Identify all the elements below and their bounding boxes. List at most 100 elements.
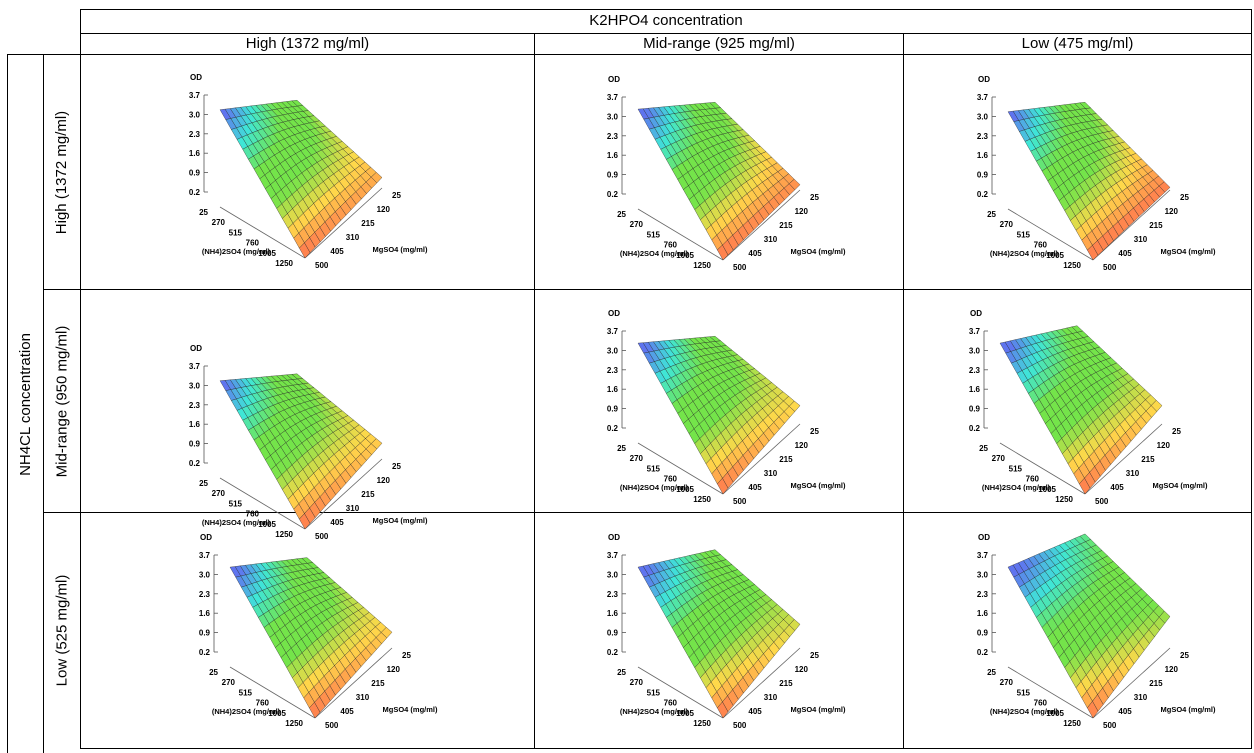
table-bottom-border <box>80 748 1252 749</box>
x-axis-line <box>637 442 724 495</box>
y-tick-label: 310 <box>356 693 370 702</box>
x-tick-label: 270 <box>630 454 644 463</box>
z-axis-title: OD <box>978 75 990 84</box>
y-axis-title: MgSO4 (mg/ml) <box>1160 247 1216 256</box>
x-axis-line <box>229 666 316 719</box>
z-tick-label: 0.9 <box>977 171 989 180</box>
y-tick-label: 405 <box>1118 707 1132 716</box>
x-axis-title: (NH4)2SO4 (mg/ml) <box>990 249 1059 258</box>
y-tick-label: 310 <box>764 235 778 244</box>
table-right-border <box>1251 9 1252 749</box>
surface-mesh <box>219 100 383 259</box>
x-tick-label: 515 <box>647 688 661 697</box>
x-tick-label: 1250 <box>285 719 303 728</box>
z-tick-label: 3.7 <box>189 91 201 100</box>
y-tick-label: 215 <box>1141 455 1155 464</box>
x-tick-label: 1005 <box>1046 251 1064 260</box>
x-tick-label: 760 <box>664 475 678 484</box>
z-tick-label: 0.9 <box>969 405 981 414</box>
z-tick-label: 2.3 <box>189 401 201 410</box>
x-axis-line <box>219 477 306 530</box>
z-tick-label: 2.3 <box>607 590 619 599</box>
z-tick-label: 2.3 <box>607 132 619 141</box>
y-axis-title: MgSO4 (mg/ml) <box>372 516 428 525</box>
x-axis-title: (NH4)2SO4 (mg/ml) <box>202 247 271 256</box>
table-header-bottom-border <box>7 54 1252 55</box>
z-tick-label: 3.0 <box>607 346 619 355</box>
x-tick-label: 25 <box>979 444 988 453</box>
z-tick-label: 3.7 <box>969 327 981 336</box>
column-header-high: High (1372 mg/ml) <box>245 35 370 52</box>
surface-mesh <box>637 336 801 495</box>
y-axis-title: MgSO4 (mg/ml) <box>1152 481 1208 490</box>
z-tick-label: 0.9 <box>199 629 211 638</box>
row-group-header: NH4CL concentration <box>8 55 43 753</box>
z-tick-label: 3.7 <box>977 551 989 560</box>
surface-cell <box>1158 610 1171 624</box>
surface-plot: 3.7 3.0 2.3 1.6 0.9 0.2 OD 25 270 515 760 1005 1250 5… <box>568 522 868 730</box>
z-tick-label: 3.7 <box>189 362 201 371</box>
y-axis-line <box>304 458 383 530</box>
y-tick-label: 310 <box>1126 469 1140 478</box>
y-tick-label: 25 <box>810 651 819 660</box>
y-tick-label: 120 <box>795 665 809 674</box>
y-axis-title: MgSO4 (mg/ml) <box>790 247 846 256</box>
y-tick-label: 405 <box>748 707 762 716</box>
z-tick-label: 3.7 <box>607 327 619 336</box>
z-tick-label: 1.6 <box>607 151 619 160</box>
y-axis-line <box>722 647 801 719</box>
z-tick-label: 1.6 <box>189 420 201 429</box>
y-tick-label: 500 <box>733 263 747 272</box>
y-tick-label: 215 <box>371 679 385 688</box>
y-tick-label: 500 <box>1103 721 1117 730</box>
x-axis-line <box>219 206 306 259</box>
surface-cell <box>1150 400 1163 412</box>
y-tick-label: 120 <box>1165 665 1179 674</box>
surface-mesh <box>1007 102 1171 261</box>
y-tick-label: 500 <box>325 721 339 730</box>
z-tick-label: 0.2 <box>199 648 211 657</box>
x-tick-label: 760 <box>1034 241 1048 250</box>
y-tick-label: 310 <box>1134 235 1148 244</box>
x-tick-label: 270 <box>1000 220 1014 229</box>
x-axis-title: (NH4)2SO4 (mg/ml) <box>620 483 689 492</box>
y-tick-label: 215 <box>779 455 793 464</box>
row-header-divider <box>80 9 81 749</box>
y-tick-label: 215 <box>1149 221 1163 230</box>
z-tick-label: 3.0 <box>607 570 619 579</box>
z-tick-label: 3.0 <box>189 381 201 390</box>
surface-mesh <box>1007 533 1171 719</box>
z-tick-label: 3.7 <box>199 551 211 560</box>
x-tick-label: 515 <box>647 464 661 473</box>
z-axis-title: OD <box>200 533 212 542</box>
z-tick-label: 0.2 <box>977 648 989 657</box>
z-tick-label: 0.2 <box>189 459 201 468</box>
y-tick-label: 405 <box>748 483 762 492</box>
z-axis-title: OD <box>608 309 620 318</box>
z-tick-label: 3.7 <box>607 551 619 560</box>
surface-cell <box>788 400 801 412</box>
column-group-header: K2HPO4 concentration <box>589 12 743 29</box>
x-axis-line <box>999 442 1086 495</box>
y-tick-label: 215 <box>1149 679 1163 688</box>
y-tick-label: 120 <box>795 441 809 450</box>
x-tick-label: 25 <box>209 668 218 677</box>
x-tick-label: 515 <box>229 499 243 508</box>
row-header-high-label: High (1372 mg/ml) <box>53 110 71 234</box>
y-tick-label: 405 <box>330 518 344 527</box>
z-tick-label: 0.2 <box>607 648 619 657</box>
z-tick-label: 3.0 <box>977 112 989 121</box>
y-tick-label: 25 <box>1180 651 1189 660</box>
x-tick-label: 515 <box>1017 688 1031 697</box>
row-header-high: High (1372 mg/ml) <box>44 55 80 289</box>
z-tick-label: 1.6 <box>189 149 201 158</box>
x-tick-label: 760 <box>1034 699 1048 708</box>
x-tick-label: 1250 <box>693 495 711 504</box>
y-tick-label: 310 <box>1134 693 1148 702</box>
y-tick-label: 405 <box>340 707 354 716</box>
y-tick-label: 120 <box>1157 441 1171 450</box>
y-tick-label: 310 <box>764 469 778 478</box>
